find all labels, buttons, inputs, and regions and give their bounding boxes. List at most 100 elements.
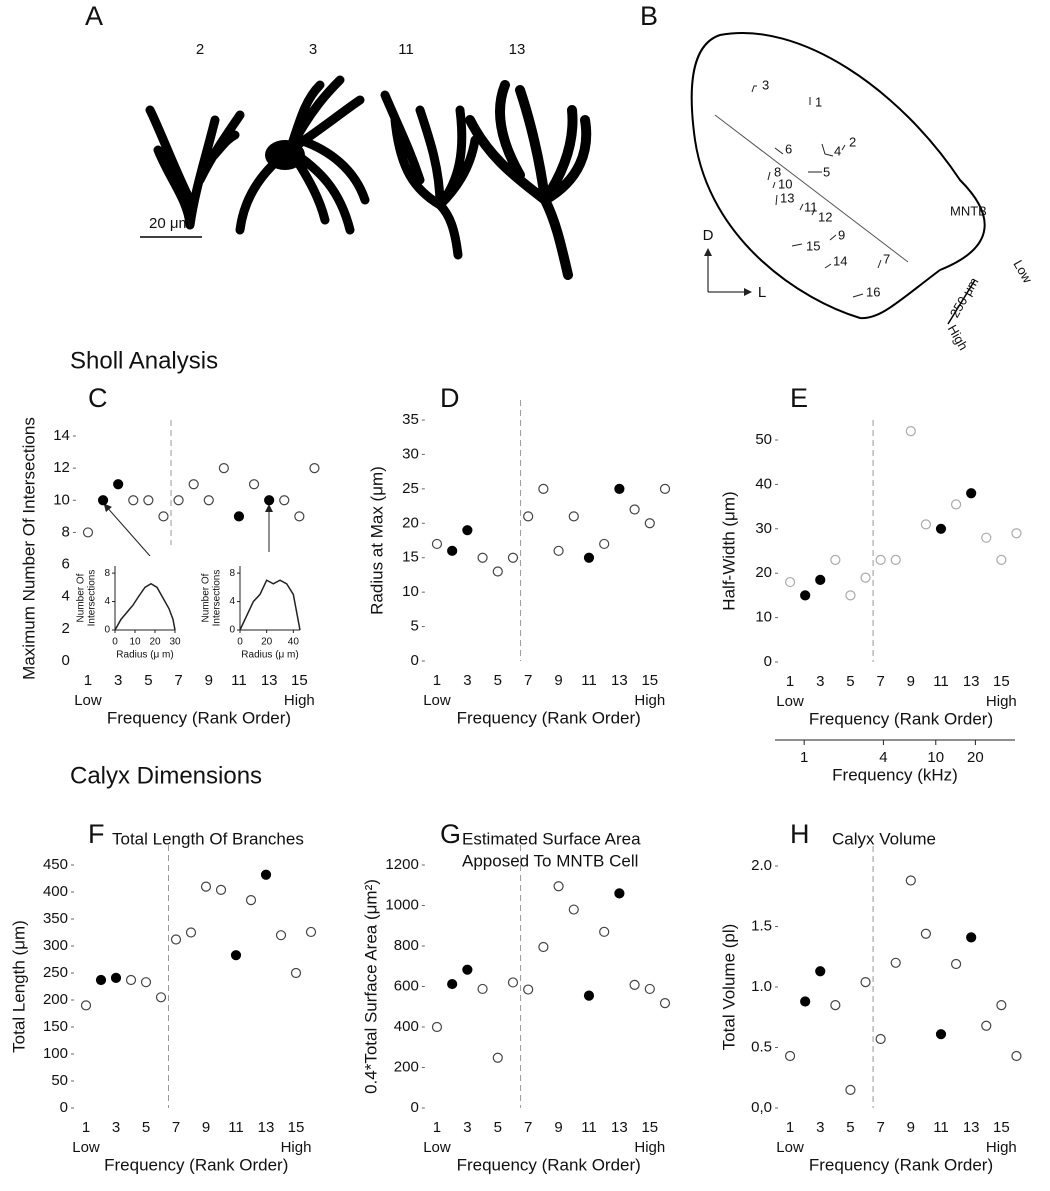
x-tick-label: 9: [907, 1119, 915, 1136]
x-end-label: High: [986, 693, 1017, 710]
x-tick-label: 5: [846, 673, 854, 690]
x-tick-label: 0: [237, 637, 243, 648]
x-tick-label: 15: [288, 1119, 305, 1136]
x-end-label: High: [634, 1139, 665, 1156]
y-tick-label: 0: [60, 1099, 68, 1116]
scale-bar-label: 20 μm: [149, 215, 191, 232]
y-tick-label: 1.5: [751, 917, 772, 934]
cell-number: 1: [815, 94, 822, 109]
y-tick-label: 8: [229, 568, 235, 579]
x-tick-label: 5: [142, 1119, 150, 1136]
data-point: [279, 495, 290, 506]
x-axis-label: Radius (μ m): [116, 650, 173, 661]
data-point: [173, 495, 184, 506]
x-axis-label: Frequency (Rank Order): [457, 708, 641, 727]
y-tick-label: 40: [755, 475, 772, 492]
cell-number: 16: [866, 284, 880, 299]
y-tick-label: 0: [62, 652, 70, 669]
x-end-label: Low: [72, 1139, 100, 1156]
x-tick-label: 9: [554, 672, 562, 689]
x-tick-label: 13: [611, 672, 628, 689]
y-tick-label: 1200: [385, 856, 418, 873]
x-axis-label: Frequency (Rank Order): [809, 709, 993, 728]
y-tick-label: 5: [410, 618, 418, 635]
y-tick-label: 15: [402, 549, 419, 566]
y-tick-label: 35: [402, 411, 419, 428]
data-point: [966, 488, 977, 499]
y-tick-label: 10: [755, 609, 772, 626]
data-point: [447, 978, 458, 990]
data-point: [599, 926, 610, 937]
chart-title: Calyx Volume: [832, 829, 936, 848]
y-tick-label: 450: [43, 856, 68, 873]
y-tick-label: 300: [43, 937, 68, 954]
y-axis-label: Number Of: [201, 573, 212, 622]
gradient-label: Low: [1010, 257, 1035, 286]
data-point: [523, 511, 534, 522]
cell-label: 2: [196, 41, 204, 58]
y-tick-label: 50: [755, 431, 772, 448]
y-tick-label: 6: [62, 556, 70, 573]
data-point: [644, 983, 655, 995]
x-tick-label: 5: [846, 1119, 854, 1136]
y-axis-label: Radius at Max (μm): [367, 466, 386, 615]
x-tick-label: 13: [963, 1119, 980, 1136]
y-tick-label: 0: [764, 653, 772, 670]
x-tick-label: 1: [786, 673, 794, 690]
data-point: [155, 992, 167, 1003]
x-tick-label: 5: [494, 672, 502, 689]
y-axis-label: Number Of: [76, 573, 87, 622]
y-tick-label: 50: [51, 1072, 68, 1089]
y-tick-label: 30: [402, 445, 419, 462]
chart-title: Apposed To MNTB Cell: [462, 851, 638, 870]
data-point: [935, 1029, 947, 1040]
data-point: [629, 979, 640, 990]
x-tick-label: 7: [876, 1119, 884, 1136]
y-tick-label: 8: [62, 523, 70, 540]
x-tick-label: 1: [433, 1119, 441, 1136]
y-tick-label: 0: [229, 625, 235, 636]
data-point: [477, 552, 488, 563]
y-tick-label: 25: [402, 480, 419, 497]
inset-arrow: [103, 503, 151, 557]
x-tick-label: 7: [172, 1119, 180, 1136]
data-point: [784, 576, 796, 588]
y-tick-label: 1000: [385, 896, 418, 913]
y-tick-label: 8: [104, 568, 110, 579]
x-tick-label: 13: [963, 673, 980, 690]
x-tick-label: 3: [816, 673, 824, 690]
data-point: [245, 894, 257, 906]
data-point: [815, 966, 826, 977]
data-point: [800, 590, 811, 601]
y-axis-label: Maximum Number Of Intersections: [19, 417, 38, 680]
panel-letter: C: [88, 383, 108, 413]
data-point: [920, 928, 932, 939]
x-end-label: Low: [74, 692, 102, 709]
x-tick-label: 11: [231, 672, 247, 689]
x2-tick-label: 20: [967, 749, 984, 766]
data-point: [200, 881, 212, 892]
x-tick-label: 7: [524, 672, 532, 689]
data-point: [523, 984, 534, 995]
cell-number: 11: [804, 199, 818, 214]
cell-number: 3: [762, 77, 769, 92]
data-point: [659, 483, 671, 494]
data-point: [950, 499, 962, 510]
y-tick-label: 20: [402, 514, 419, 531]
data-point: [815, 574, 826, 585]
panel-letter: B: [640, 1, 658, 31]
data-point: [264, 495, 275, 506]
data-point: [538, 941, 549, 953]
panel-letter: G: [440, 819, 461, 849]
data-point: [248, 479, 260, 490]
y-tick-label: 600: [394, 977, 419, 994]
data-point: [845, 590, 856, 601]
inset-background: [198, 556, 310, 665]
data-point: [507, 552, 519, 563]
data-point: [599, 538, 610, 550]
data-point: [447, 545, 458, 556]
data-point: [800, 996, 811, 1007]
y-tick-label: 4: [62, 588, 70, 605]
x-tick-label: 9: [554, 1119, 562, 1136]
x-tick-label: 1: [433, 672, 441, 689]
